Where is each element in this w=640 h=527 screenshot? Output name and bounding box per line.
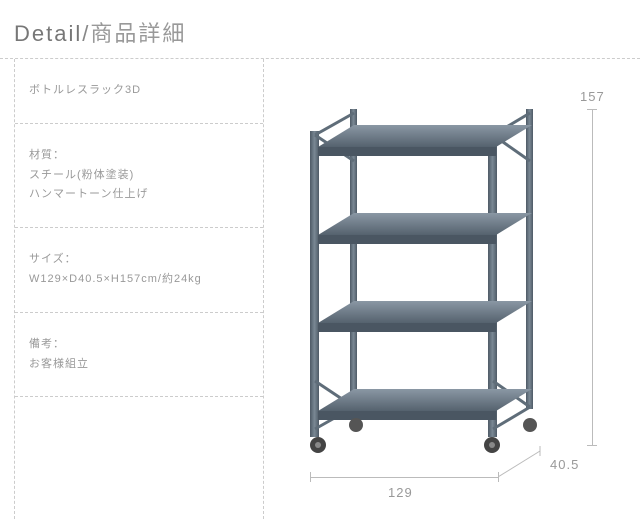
spec-material-cell: 材質： スチール(粉体塗装) ハンマートーン仕上げ	[15, 124, 263, 228]
spec-note-cell: 備考： お客様組立	[15, 313, 263, 398]
detail-header: Detail/商品詳細	[0, 0, 640, 59]
title-jp: 商品詳細	[90, 21, 186, 46]
dim-cap	[587, 109, 597, 110]
title-en: Detail	[14, 21, 82, 46]
page-title: Detail/商品詳細	[14, 16, 640, 48]
dim-line-height	[592, 109, 593, 445]
diagram-area: 157 129 40.5	[264, 59, 640, 519]
dim-cap	[587, 445, 597, 446]
dim-line-depth	[498, 445, 558, 485]
dim-cap	[310, 472, 311, 482]
note-label: 備考：	[29, 338, 65, 350]
product-name: ボトルレスラック3D	[29, 84, 141, 96]
spec-size-cell: サイズ： W129×D40.5×H157cm/約24kg	[15, 228, 263, 313]
content-row: ボトルレスラック3D 材質： スチール(粉体塗装) ハンマートーン仕上げ サイズ…	[0, 59, 640, 519]
size-label: サイズ：	[29, 253, 77, 265]
spec-name-cell: ボトルレスラック3D	[15, 59, 263, 124]
dim-depth-label: 40.5	[550, 457, 579, 472]
dim-width-label: 129	[388, 485, 413, 500]
shelf-illustration	[304, 109, 564, 469]
spec-table: ボトルレスラック3D 材質： スチール(粉体塗装) ハンマートーン仕上げ サイズ…	[14, 59, 264, 519]
dim-height-label: 157	[580, 89, 605, 104]
dim-line-width	[310, 477, 498, 478]
size-value: W129×D40.5×H157cm/約24kg	[29, 273, 202, 285]
material-label: 材質：	[29, 149, 65, 161]
note-value: お客様組立	[29, 358, 89, 370]
material-line2: ハンマートーン仕上げ	[29, 188, 148, 200]
material-line1: スチール(粉体塗装)	[29, 169, 134, 181]
